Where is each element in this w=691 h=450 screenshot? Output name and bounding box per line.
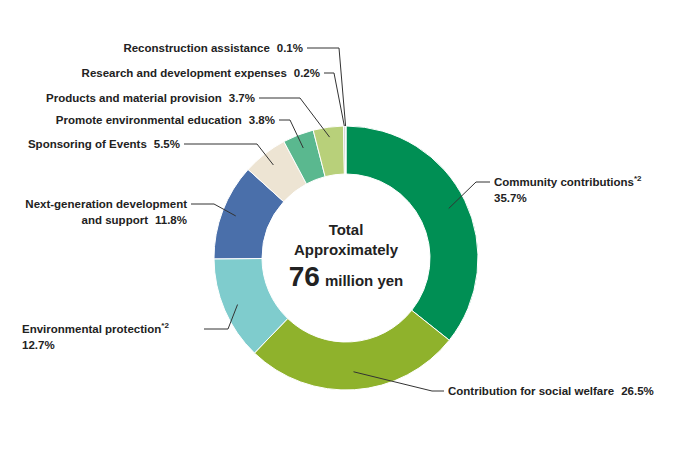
svg-text:Environmental protection*2: Environmental protection*2 — [22, 321, 169, 335]
svg-text:Contribution for social welfar: Contribution for social welfare26.5% — [448, 385, 654, 397]
svg-text:Reconstruction assistance0.1%: Reconstruction assistance0.1% — [123, 42, 303, 54]
svg-text:Research and development expen: Research and development expenses0.2% — [82, 67, 320, 79]
html-text:Approximately: Approximately — [293, 241, 399, 258]
svg-text:35.7%: 35.7% — [494, 192, 527, 204]
svg-text:12.7%: 12.7% — [22, 339, 55, 351]
html-text:Total: Total — [328, 221, 364, 238]
svg-text:Promote environmental educatio: Promote environmental education3.8% — [56, 114, 275, 126]
svg-text:and support11.8%: and support11.8% — [82, 214, 187, 226]
svg-text:Sponsoring of Events5.5%: Sponsoring of Events5.5% — [28, 138, 180, 150]
svg-text:Community contributions*2: Community contributions*2 — [494, 174, 642, 188]
html-text:76 million yen: 76 million yen — [288, 261, 404, 292]
svg-text:Products and material provisio: Products and material provision3.7% — [46, 92, 255, 104]
svg-text:Next-generation development: Next-generation development — [25, 198, 187, 210]
